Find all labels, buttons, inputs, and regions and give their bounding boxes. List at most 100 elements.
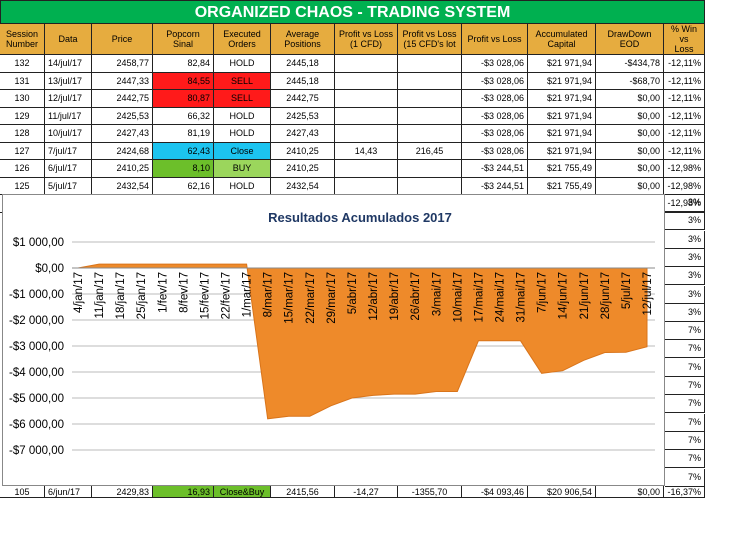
table-cell: 2424,68 [92,142,153,160]
y-tick-label: -$6 000,00 [9,419,64,431]
table-cell: 2425,53 [92,107,153,125]
partial-cell: 7% [665,431,705,450]
table-cell: -$3 028,06 [462,107,528,125]
y-tick-label: -$2 000,00 [9,315,64,327]
column-header: DrawDown EOD [596,24,664,55]
table-cell: $0,00 [596,177,664,195]
table-cell: -12,11% [664,107,705,125]
chart: Resultados Acumulados 2017 $1 000,00 $0,0… [2,194,665,486]
table-cell: -14,27 [335,486,398,498]
x-tick-label: 29/mar/17 [326,272,338,324]
table-cell: $20 906,54 [528,486,596,498]
column-header: Accumulated Capital [528,24,596,55]
x-tick-label: 1/fev/17 [157,272,169,313]
table-cell: $0,00 [596,160,664,178]
table-cell: $0,00 [596,107,664,125]
partial-cell: 3% [665,285,705,304]
table-cell: $21 755,49 [528,160,596,178]
x-tick-label: 14/jun/17 [558,272,570,319]
x-tick-label: 12/jul/17 [642,272,654,315]
column-header: Average Positions [271,24,335,55]
table-cell: $21 971,94 [528,55,596,73]
x-tick-label: 31/mai/17 [516,272,528,323]
column-header: Price [92,24,153,55]
table-cell: 132 [0,55,45,73]
partial-cell: 3% [665,248,705,267]
x-tick-label: 21/jun/17 [579,272,591,319]
table-cell: 62,16 [153,177,214,195]
table-cell: 216,45 [398,142,462,160]
table-cell: 105 [0,486,45,498]
table-cell: 7/jul/17 [45,142,92,160]
table-cell: 2415,56 [271,486,335,498]
table-cell: 2445,18 [271,72,335,90]
x-tick-label: 8/mar/17 [263,272,275,317]
table-cell [335,55,398,73]
x-tick-label: 7/jun/17 [537,272,549,313]
x-tick-label: 4/jan/17 [73,272,85,313]
partial-cell: 7% [665,340,705,359]
partial-cell: 3% [665,230,705,249]
table-cell: HOLD [214,125,271,143]
partial-cell: 7% [665,358,705,377]
table-cell: -$3 028,06 [462,125,528,143]
table-cell: 2458,77 [92,55,153,73]
table-cell: 62,43 [153,142,214,160]
table-cell: HOLD [214,107,271,125]
table-cell: BUY [214,160,271,178]
table-cell: $0,00 [596,486,664,498]
table-cell: 2427,43 [92,125,153,143]
table-cell: 16,93 [153,486,214,498]
table-cell: 10/jul/17 [45,125,92,143]
table-cell: -$4 093,46 [462,486,528,498]
table-cell: $0,00 [596,125,664,143]
table-cell: 2445,18 [271,55,335,73]
table-cell: 131 [0,72,45,90]
x-tick-label: 5/jul/17 [621,272,633,309]
table-cell: 66,32 [153,107,214,125]
table-cell: 2447,33 [92,72,153,90]
table-cell [335,177,398,195]
table-cell: 12/jul/17 [45,90,92,108]
table-cell: -12,11% [664,72,705,90]
table-cell: 2432,54 [92,177,153,195]
table-cell: -$434,78 [596,55,664,73]
y-tick-label: $1 000,00 [13,237,64,249]
table-cell: Close [214,142,271,160]
table-cell: 81,19 [153,125,214,143]
table-cell: -12,11% [664,90,705,108]
partial-cell: 7% [665,377,705,395]
table-cell: 5/jul/17 [45,177,92,195]
partial-cell: 3% [665,194,705,212]
x-tick-label: 15/fev/17 [199,272,211,319]
table-cell: 130 [0,90,45,108]
partial-cell: 7% [665,468,705,487]
table-cell: 2442,75 [92,90,153,108]
table-cell [398,160,462,178]
table-cell [398,55,462,73]
table-cell [398,177,462,195]
table-cell [398,107,462,125]
table-cell: 128 [0,125,45,143]
table-cell: 2410,25 [271,160,335,178]
column-header: Profit vs Loss [462,24,528,55]
table-cell: $21 755,49 [528,177,596,195]
table-cell: 2427,43 [271,125,335,143]
table-cell [398,72,462,90]
sheet-title: ORGANIZED CHAOS - TRADING SYSTEM [0,0,705,24]
table-cell: 2442,75 [271,90,335,108]
column-header: Profit vs Loss (1 CFD) [335,24,398,55]
table-cell: $21 971,94 [528,125,596,143]
table-cell: 82,84 [153,55,214,73]
x-tick-label: 5/abr/17 [347,272,359,314]
partial-cell: 3% [665,303,705,322]
table-cell: 14/jul/17 [45,55,92,73]
table-cell: SELL [214,90,271,108]
column-header: Data [45,24,92,55]
y-tick-label: $0,00 [35,263,64,275]
partial-cell: 3% [665,267,705,286]
table-cell: -12,11% [664,55,705,73]
table-cell: 2425,53 [271,107,335,125]
table-cell: 126 [0,160,45,178]
table-cell: 6/jun/17 [45,486,92,498]
